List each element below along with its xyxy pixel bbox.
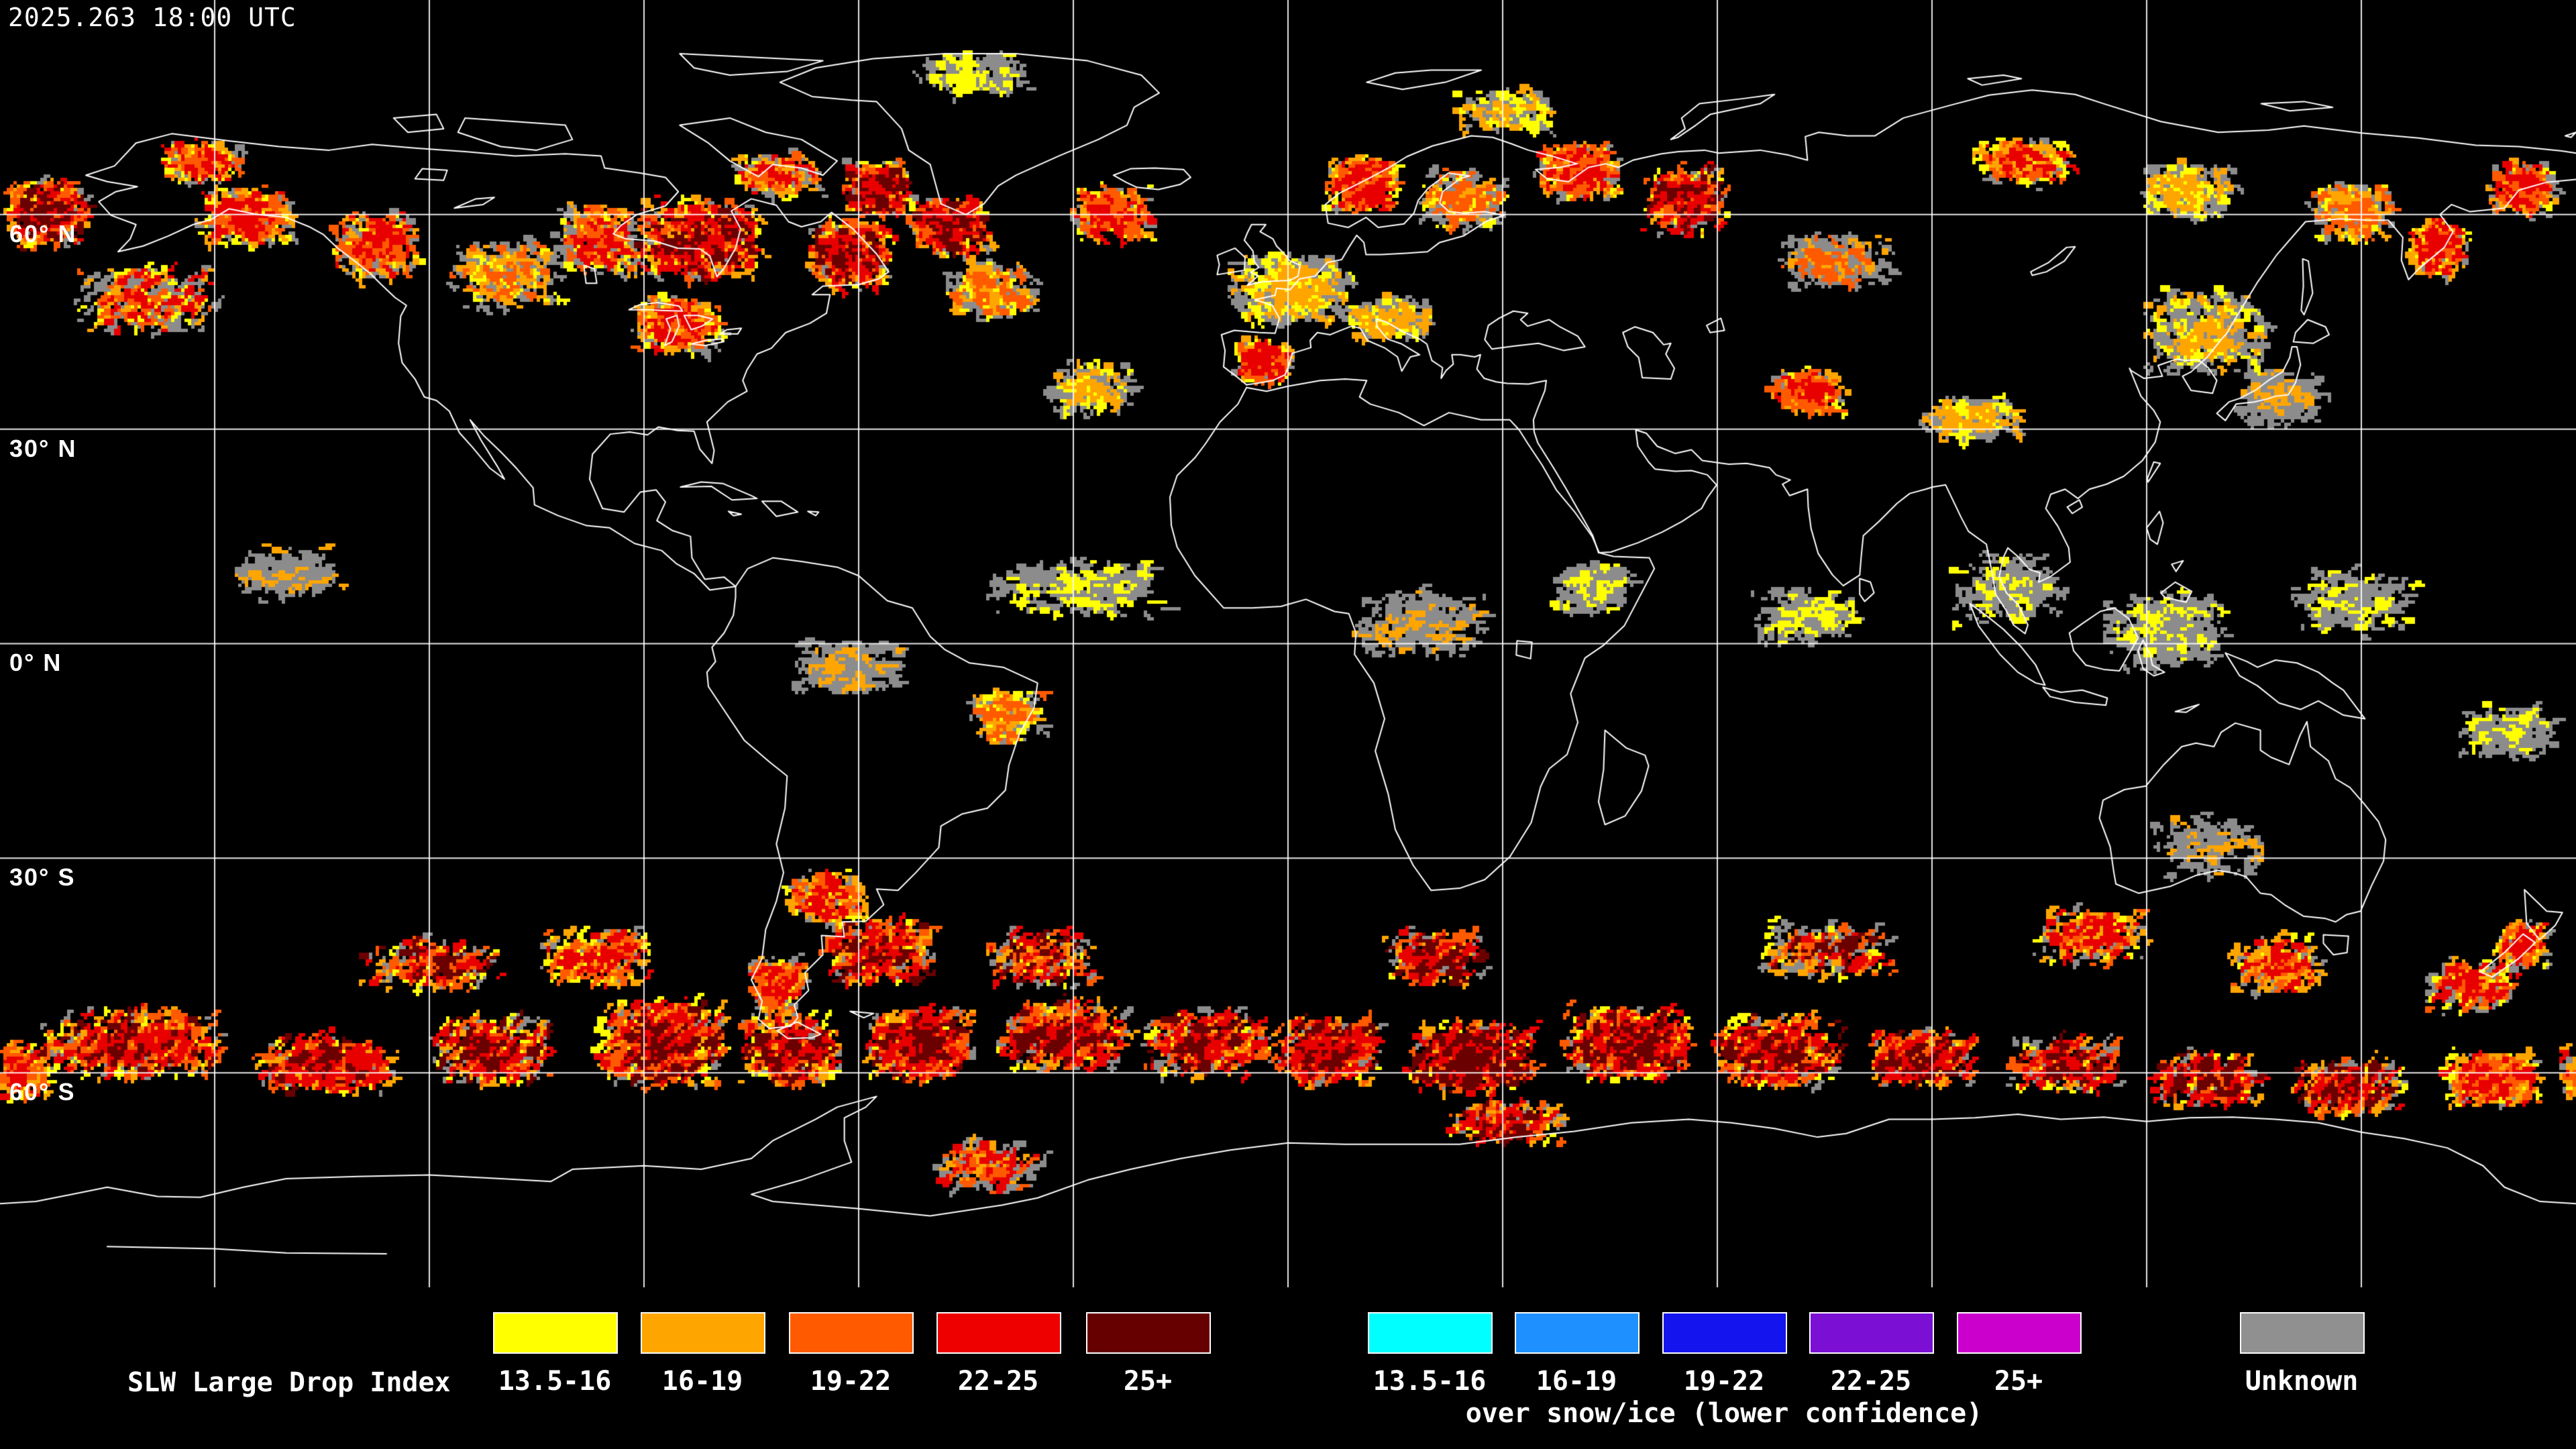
lat-label-60s: 60° S: [9, 1078, 76, 1106]
legend-label-snow-13.5-16: 13.5-16: [1373, 1366, 1487, 1397]
legend-swatch-ldi-13.5-16: [493, 1312, 618, 1354]
legend-label-ldi-22-25: 22-25: [957, 1366, 1039, 1397]
legend-swatch-snow-22-25: [1809, 1312, 1934, 1354]
lat-label-30s: 30° S: [9, 863, 76, 891]
legend-title: SLW Large Drop Index: [127, 1367, 451, 1398]
legend-label-ldi-25plus: 25+: [1123, 1366, 1173, 1397]
legend-swatch-ldi-19-22: [789, 1312, 914, 1354]
legend-label-snow-19-22: 19-22: [1683, 1366, 1765, 1397]
legend-label-unknown: Unknown: [2245, 1366, 2359, 1397]
legend-label-snow-16-19: 16-19: [1536, 1366, 1617, 1397]
legend-swatch-ldi-25plus: [1086, 1312, 1211, 1354]
legend-label-ldi-13.5-16: 13.5-16: [498, 1366, 612, 1397]
legend-swatch-snow-19-22: [1662, 1312, 1787, 1354]
legend-label-snow-22-25: 22-25: [1830, 1366, 1912, 1397]
timestamp: 2025.263 18:00 UTC: [8, 3, 297, 32]
legend: SLW Large Drop Index 13.5-16 16-19 19-22…: [0, 1287, 2576, 1449]
lat-label-60n: 60° N: [9, 220, 77, 248]
legend-swatch-ldi-22-25: [936, 1312, 1061, 1354]
legend-snow-note: over snow/ice (lower confidence): [1465, 1398, 1983, 1429]
legend-label-snow-25plus: 25+: [1994, 1366, 2043, 1397]
legend-label-ldi-19-22: 19-22: [810, 1366, 892, 1397]
legend-label-ldi-16-19: 16-19: [661, 1366, 743, 1397]
lat-label-0n: 0° N: [9, 649, 62, 676]
legend-swatch-snow-16-19: [1515, 1312, 1640, 1354]
legend-swatch-snow-25plus: [1957, 1312, 2082, 1354]
legend-swatch-ldi-16-19: [641, 1312, 765, 1354]
legend-swatch-unknown: [2240, 1312, 2365, 1354]
lat-label-30n: 30° N: [9, 435, 77, 462]
legend-swatch-snow-13.5-16: [1368, 1312, 1493, 1354]
